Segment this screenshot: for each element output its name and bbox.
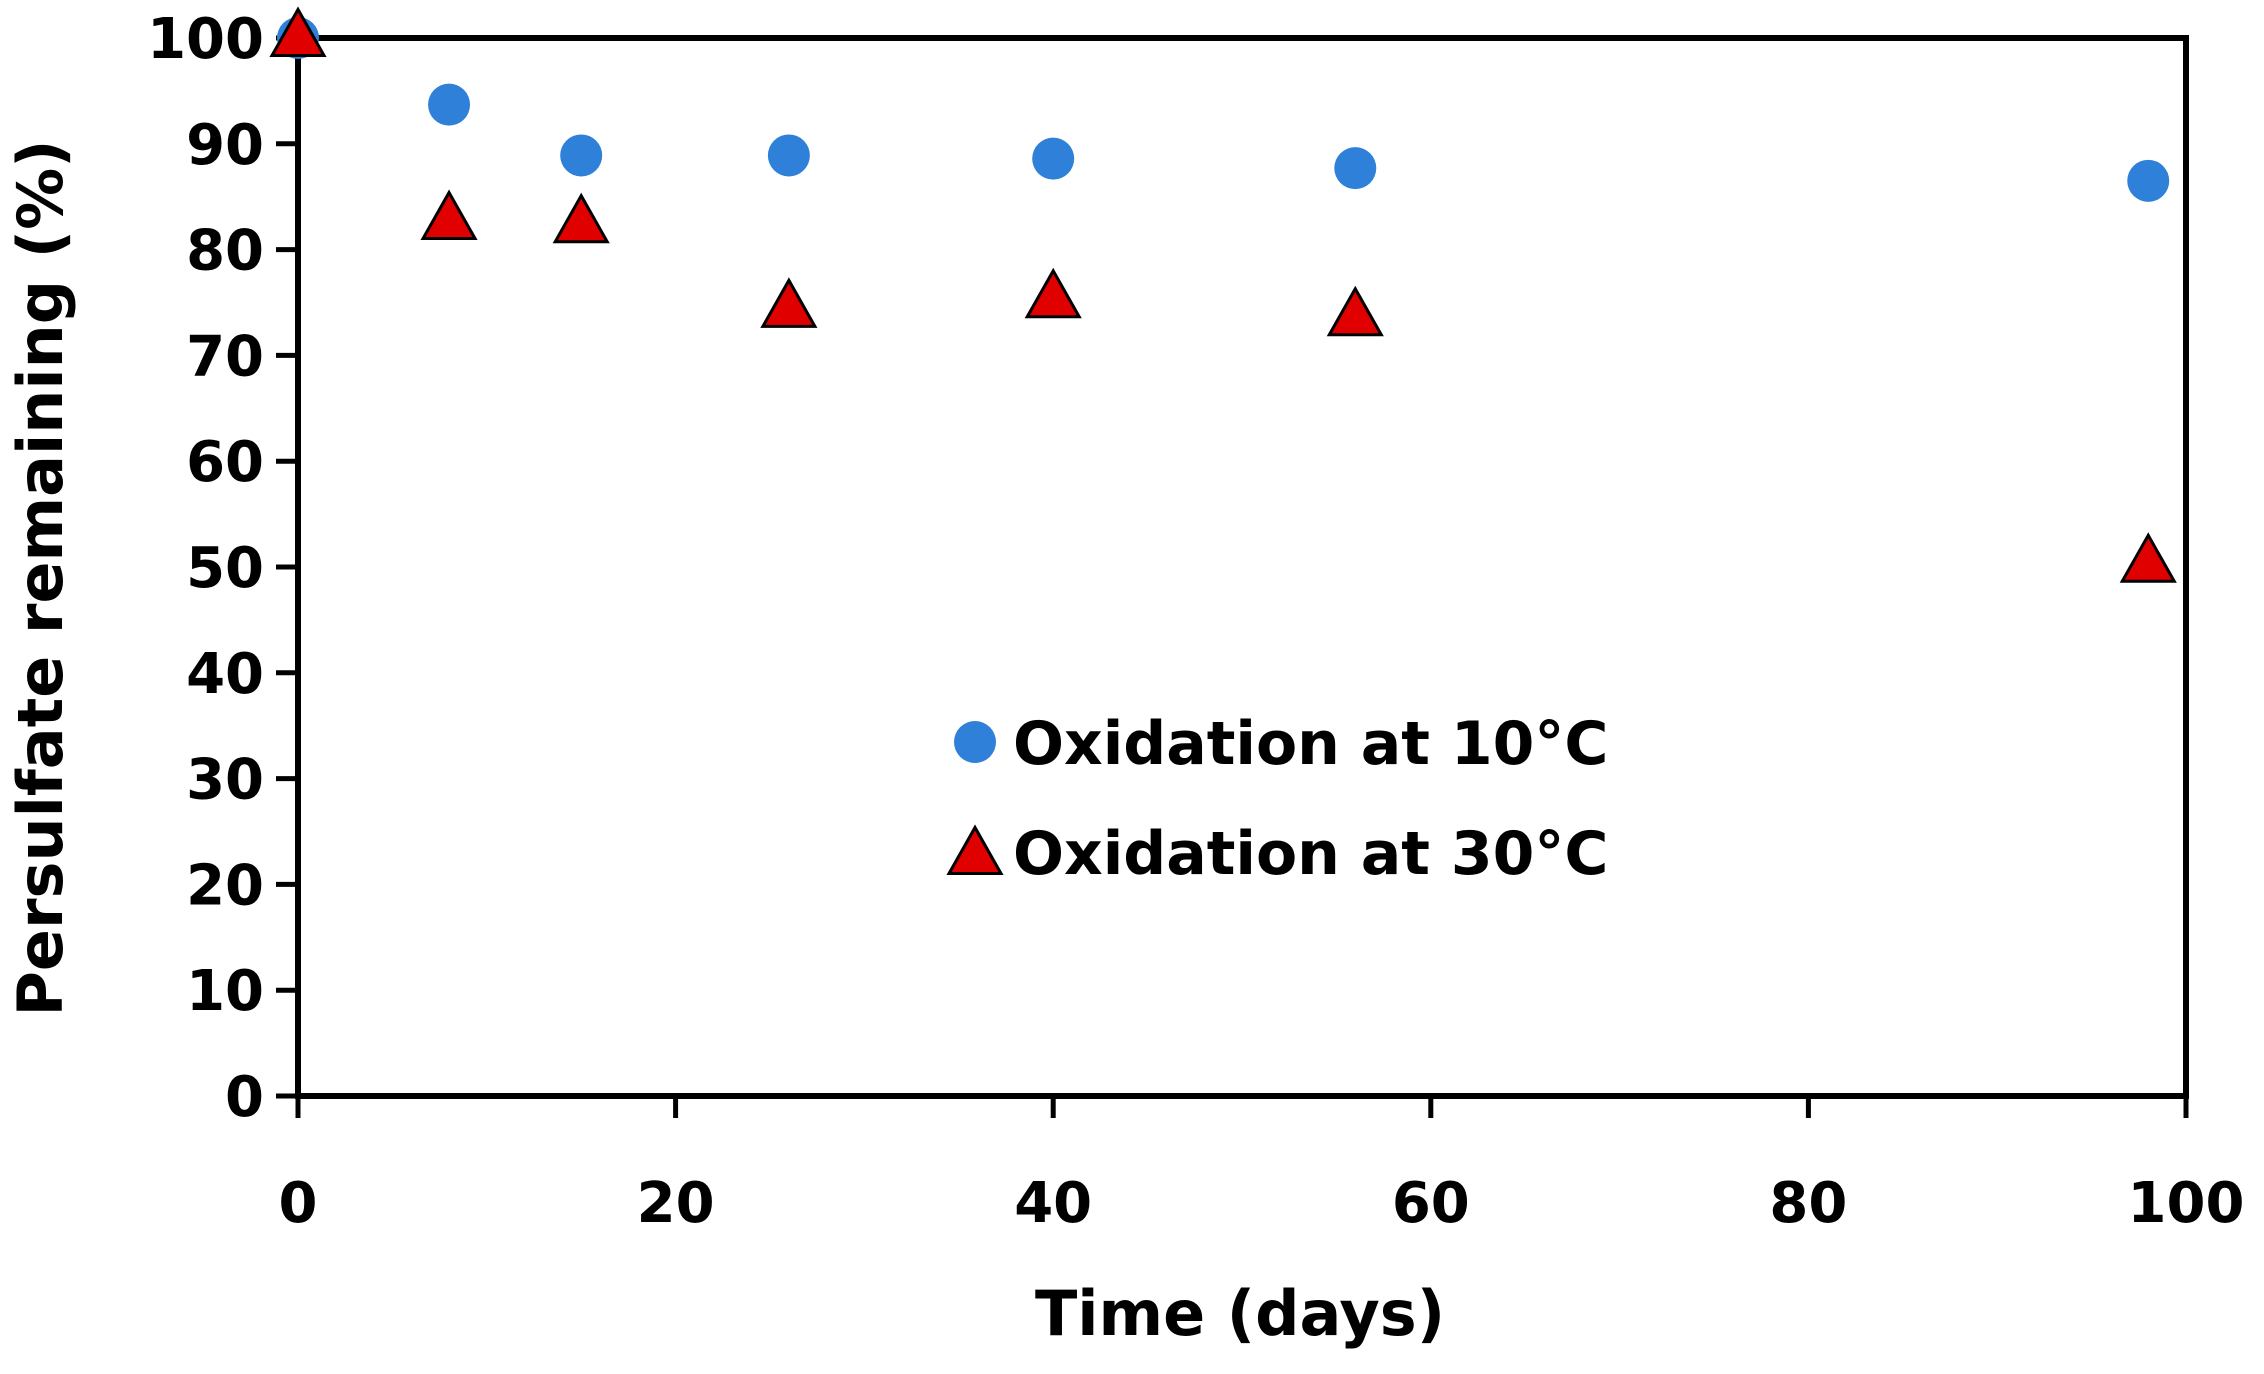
y-tick-label: 60	[186, 430, 264, 495]
x-tick-label: 20	[637, 1171, 715, 1236]
y-tick-label: 90	[186, 113, 264, 178]
y-tick-label: 0	[225, 1065, 264, 1130]
data-point-30c	[420, 189, 478, 241]
x-tick-label: 80	[1769, 1171, 1847, 1236]
x-axis-title: Time (days)	[1035, 1277, 1445, 1350]
data-point-10c	[428, 83, 471, 126]
y-tick-label: 10	[186, 959, 264, 1024]
y-tick-label: 30	[186, 748, 264, 813]
y-tick-label: 70	[186, 324, 264, 389]
data-point-30c	[2119, 532, 2177, 583]
legend-marker-triangle	[946, 824, 1004, 875]
legend-label: Oxidation at 30°C	[1013, 819, 1608, 889]
y-tick-label: 100	[147, 7, 264, 72]
data-point-10c	[560, 134, 603, 177]
data-point-10c	[1032, 137, 1075, 180]
y-tick-label: 20	[186, 853, 264, 918]
data-point-30c	[1024, 267, 1082, 319]
y-tick-label: 80	[186, 219, 264, 284]
data-point-10c	[767, 134, 810, 177]
x-tick-label: 60	[1392, 1171, 1470, 1236]
data-point-10c	[2127, 159, 2170, 202]
legend-marker-circle	[954, 721, 996, 763]
data-point-30c	[552, 192, 610, 244]
legend-label: Oxidation at 10°C	[1013, 709, 1608, 779]
x-tick-label: 0	[279, 1171, 318, 1236]
y-tick-label: 40	[186, 642, 264, 707]
data-point-30c	[269, 6, 327, 57]
y-axis-title: Persulfate remaining (%)	[4, 139, 77, 1016]
data-point-30c	[1326, 285, 1384, 337]
data-point-30c	[760, 277, 818, 328]
x-tick-label: 40	[1014, 1171, 1092, 1236]
y-tick-label: 50	[186, 536, 264, 601]
x-tick-label: 100	[2128, 1171, 2245, 1236]
data-point-10c	[1334, 147, 1377, 190]
